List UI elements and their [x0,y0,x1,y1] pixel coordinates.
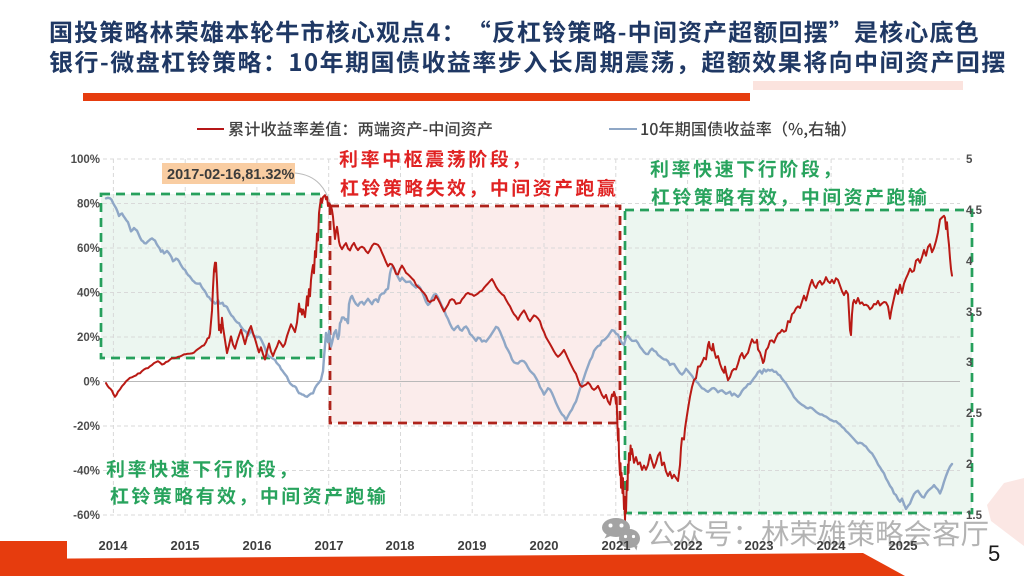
svg-text:2014: 2014 [99,538,129,553]
svg-text:5: 5 [988,541,1000,566]
svg-text:60%: 60% [77,243,100,255]
svg-text:2019: 2019 [458,538,487,553]
svg-text:-40%: -40% [73,466,100,478]
svg-text:2.5: 2.5 [966,408,983,420]
svg-text:0%: 0% [83,377,100,389]
svg-text:3.5: 3.5 [966,307,983,319]
svg-text:2015: 2015 [171,538,200,553]
svg-text:4: 4 [966,256,973,268]
svg-text:20%: 20% [77,332,100,344]
svg-text:2016: 2016 [243,538,272,553]
svg-text:2017: 2017 [315,538,344,553]
svg-text:-20%: -20% [73,421,100,433]
svg-text:2024: 2024 [817,538,847,553]
svg-text:100%: 100% [71,154,100,166]
svg-text:2023: 2023 [745,538,774,553]
svg-text:2021: 2021 [602,538,631,553]
svg-text:3: 3 [966,357,972,369]
svg-text:5: 5 [966,154,973,166]
svg-text:4.5: 4.5 [966,205,983,217]
svg-text:2020: 2020 [530,538,559,553]
svg-text:40%: 40% [77,288,100,300]
svg-text:80%: 80% [77,199,100,211]
svg-text:2025: 2025 [889,538,918,553]
svg-text:-60%: -60% [73,510,100,522]
svg-text:2: 2 [966,459,972,471]
svg-text:1.5: 1.5 [966,510,983,522]
svg-text:2017-02-16,81.32%: 2017-02-16,81.32% [167,167,294,183]
svg-text:2022: 2022 [674,538,703,553]
svg-text:2018: 2018 [386,538,415,553]
